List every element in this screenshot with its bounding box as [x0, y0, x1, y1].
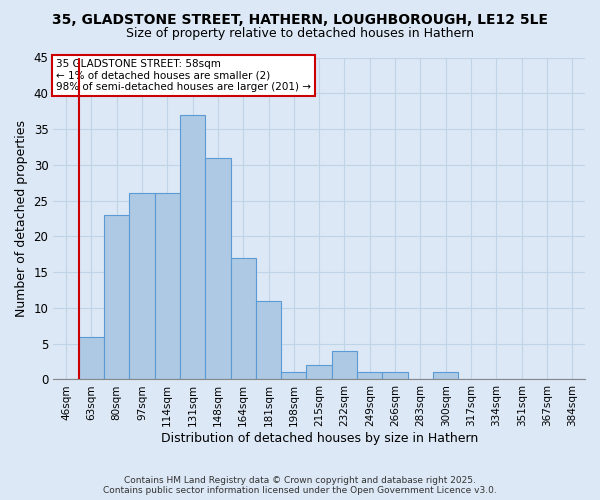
Bar — [155, 194, 180, 380]
Bar — [180, 114, 205, 380]
Bar — [332, 351, 357, 380]
Y-axis label: Number of detached properties: Number of detached properties — [15, 120, 28, 317]
Text: Contains HM Land Registry data © Crown copyright and database right 2025.
Contai: Contains HM Land Registry data © Crown c… — [103, 476, 497, 495]
Bar — [230, 258, 256, 380]
Bar — [256, 301, 281, 380]
Bar — [281, 372, 307, 380]
Bar — [129, 194, 155, 380]
Bar — [382, 372, 408, 380]
Bar — [104, 215, 129, 380]
Bar — [433, 372, 458, 380]
Bar — [307, 365, 332, 380]
X-axis label: Distribution of detached houses by size in Hathern: Distribution of detached houses by size … — [161, 432, 478, 445]
Text: 35, GLADSTONE STREET, HATHERN, LOUGHBOROUGH, LE12 5LE: 35, GLADSTONE STREET, HATHERN, LOUGHBORO… — [52, 12, 548, 26]
Bar — [79, 336, 104, 380]
Bar — [357, 372, 382, 380]
Text: Size of property relative to detached houses in Hathern: Size of property relative to detached ho… — [126, 28, 474, 40]
Text: 35 GLADSTONE STREET: 58sqm
← 1% of detached houses are smaller (2)
98% of semi-d: 35 GLADSTONE STREET: 58sqm ← 1% of detac… — [56, 59, 311, 92]
Bar — [205, 158, 230, 380]
